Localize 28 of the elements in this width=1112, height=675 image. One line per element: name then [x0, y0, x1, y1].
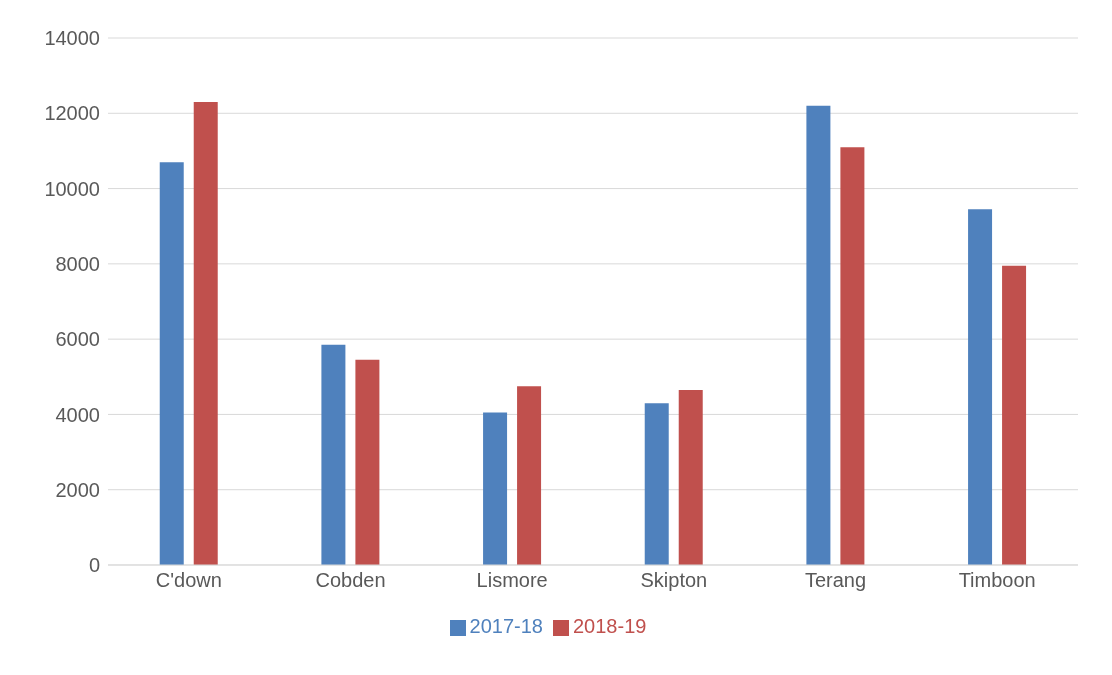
bar: [483, 412, 508, 565]
x-tick-label: Cobden: [315, 569, 386, 592]
bar: [678, 389, 703, 565]
y-tick-label: 0: [88, 554, 100, 577]
x-tick-label: Lismore: [476, 569, 548, 592]
x-tick-label: Skipton: [640, 569, 708, 592]
y-tick-label: 14000: [44, 27, 100, 50]
bar: [355, 359, 380, 565]
legend-label: 2017-18: [469, 615, 543, 637]
y-tick-label: 10000: [44, 177, 100, 200]
bar: [193, 101, 218, 565]
bar: [517, 386, 542, 565]
bar: [644, 403, 669, 565]
y-tick-label: 12000: [44, 102, 100, 125]
legend-label: 2018-19: [573, 615, 647, 637]
bar: [806, 105, 831, 565]
y-tick-label: 4000: [55, 403, 100, 426]
bar: [1002, 265, 1027, 565]
bar: [321, 344, 346, 565]
x-tick-label: C'down: [155, 569, 222, 592]
y-tick-label: 2000: [55, 478, 100, 501]
bar: [968, 209, 993, 565]
y-tick-label: 8000: [55, 252, 100, 275]
y-tick-label: 6000: [55, 328, 100, 351]
x-tick-label: Terang: [804, 569, 867, 592]
bar: [840, 147, 865, 565]
bar: [159, 162, 184, 565]
x-tick-label: Timboon: [958, 569, 1036, 592]
